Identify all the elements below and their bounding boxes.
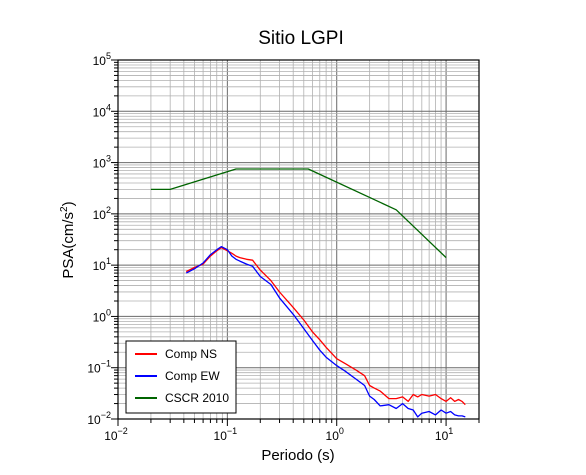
y-tick-label: 101: [93, 256, 111, 273]
y-tick-label: 10−1: [87, 359, 111, 376]
x-tick-label: 10−2: [104, 426, 128, 443]
plot-frame: [117, 59, 480, 420]
ticks: [111, 59, 480, 426]
legend: Comp NS Comp EW CSCR 2010: [125, 340, 237, 414]
y-tick-label: 102: [93, 205, 111, 222]
y-tick-label: 104: [93, 102, 111, 119]
legend-label: Comp NS: [165, 347, 217, 361]
legend-label: CSCR 2010: [165, 391, 229, 405]
series-line-1: [185, 246, 466, 406]
y-tick-label: 10−2: [87, 410, 111, 427]
y-tick-label: 100: [93, 307, 111, 324]
series-layer: [150, 168, 466, 418]
series-line-3: [150, 168, 447, 259]
x-axis-label: Periodo (s): [261, 447, 334, 464]
chart-title: Sitio LGPI: [258, 28, 344, 49]
legend-label: Comp EW: [165, 369, 220, 383]
x-tick-labels: 10−2 10−1 100 101: [104, 426, 453, 443]
x-tick-label: 10−1: [214, 426, 238, 443]
y-tick-labels: 10−2 10−1 100 101 102 103 104 105: [87, 51, 111, 427]
series-line-2: [185, 245, 466, 418]
y-tick-label: 105: [93, 51, 111, 68]
grid: [117, 59, 480, 420]
x-tick-label: 100: [326, 426, 344, 443]
x-tick-label: 101: [435, 426, 453, 443]
y-tick-label: 103: [93, 154, 111, 171]
y-axis-label: PSA(cm/s2): [59, 201, 77, 278]
